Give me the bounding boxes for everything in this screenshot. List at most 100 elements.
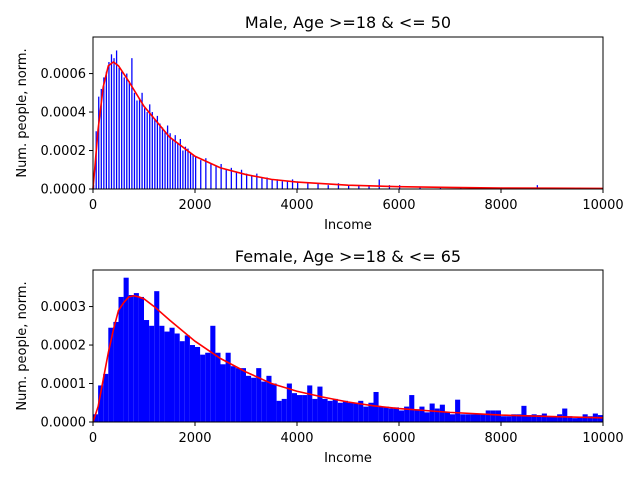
histogram-bar <box>348 402 354 422</box>
histogram-bar <box>480 413 486 422</box>
histogram-bar <box>251 175 253 189</box>
histogram-bar <box>151 112 153 189</box>
histogram-bar <box>266 375 272 422</box>
histogram-bar <box>195 156 197 189</box>
histogram-bar <box>506 416 512 422</box>
histogram-bar <box>419 187 421 189</box>
y-tick-label: 0.0002 <box>41 144 87 159</box>
histogram-bar <box>485 410 491 422</box>
histogram-bar <box>177 142 179 189</box>
axes-frame <box>92 36 604 190</box>
histogram-bar <box>490 410 496 422</box>
histogram-bar <box>164 131 166 189</box>
fit-curve <box>92 61 604 190</box>
histogram-bar <box>131 58 133 190</box>
histogram-bar <box>235 171 238 189</box>
histogram-bar <box>501 416 507 422</box>
x-axis-ticks: 0 2000 4000 6000 8000 10000 <box>89 422 624 446</box>
histogram-bar <box>286 181 289 189</box>
histogram-bar <box>363 406 369 422</box>
x-tick-label: 0 <box>89 198 97 213</box>
histogram-bar <box>378 179 380 189</box>
histogram-bar <box>128 295 134 422</box>
histogram-bar <box>179 341 185 422</box>
histogram-bar <box>271 383 277 422</box>
histogram-bar <box>210 163 212 189</box>
histogram-bar <box>138 296 144 422</box>
histogram-bar <box>587 416 593 422</box>
x-tick-label: 6000 <box>382 198 415 213</box>
x-tick-label: 10000 <box>582 431 623 446</box>
histogram-bar <box>450 414 456 422</box>
histogram-bar <box>174 135 176 189</box>
histogram-bar <box>434 408 440 422</box>
histogram-bar <box>105 71 108 189</box>
histogram-bar <box>317 386 323 422</box>
histogram-bar <box>189 345 195 422</box>
x-tick-label: 2000 <box>178 431 211 446</box>
histogram-bar <box>138 98 141 189</box>
histogram-bar <box>307 385 313 422</box>
histogram-bar <box>144 320 150 422</box>
histogram-bar <box>225 169 227 189</box>
y-axis-ticks: 0.0000 0.0002 0.0004 0.0006 <box>41 67 93 198</box>
histogram-bar <box>271 179 273 189</box>
histogram-bar <box>597 415 603 422</box>
histogram-bar <box>189 152 192 189</box>
histogram-bar <box>215 165 217 189</box>
histogram-bar <box>100 88 102 189</box>
histogram-bar <box>567 416 573 422</box>
histogram-bar <box>297 181 299 189</box>
histogram-bar <box>169 327 175 422</box>
x-axis-label: Income <box>324 451 372 466</box>
histogram-bar <box>404 406 410 422</box>
histogram-bar <box>235 368 241 422</box>
histogram-bar <box>156 115 159 189</box>
histogram-bar <box>419 406 425 422</box>
histogram-bar <box>526 415 532 422</box>
axes-frame <box>92 269 604 423</box>
histogram-bar <box>312 398 318 422</box>
histogram-bar <box>388 408 394 422</box>
y-tick-label: 0.0000 <box>41 416 87 431</box>
y-axis-label: Num. people, norm. <box>15 48 30 177</box>
histogram-bar <box>182 150 184 189</box>
histogram-bar <box>276 179 278 189</box>
x-tick-label: 10000 <box>582 198 623 213</box>
histogram-bar <box>286 383 292 422</box>
histogram-bar <box>521 405 527 422</box>
histogram-bar <box>557 414 563 422</box>
y-tick-label: 0.0000 <box>41 183 87 198</box>
histogram-bar <box>337 183 340 189</box>
histogram-bar <box>149 325 155 422</box>
histogram-bar <box>141 92 143 189</box>
histogram-bar <box>128 81 130 189</box>
histogram-bar <box>358 400 364 422</box>
y-tick-label: 0.0003 <box>41 300 87 315</box>
histogram-bar <box>577 417 583 422</box>
histogram-bar <box>220 163 222 189</box>
histogram-bar <box>215 352 221 422</box>
histogram-bar <box>210 325 216 422</box>
histogram-bar <box>184 335 190 422</box>
histogram-bar <box>358 185 360 189</box>
histogram-bar <box>409 395 415 422</box>
histogram-bar <box>164 331 170 422</box>
chart-female: Female, Age >=18 & <= 65 0 2000 4000 6000 80… <box>15 247 624 466</box>
histogram-bar <box>399 410 405 422</box>
histogram-bar <box>113 58 115 190</box>
histogram-bar <box>200 160 202 189</box>
histogram-bar <box>465 414 471 422</box>
histogram-bar <box>281 398 287 422</box>
histogram-bar <box>562 408 568 422</box>
histogram-bar <box>98 96 100 189</box>
histogram-bar <box>166 125 169 189</box>
histogram-bar <box>439 404 445 422</box>
histogram-bar <box>256 368 262 422</box>
histogram-bar <box>240 368 246 422</box>
x-tick-label: 6000 <box>382 431 415 446</box>
histogram-bar <box>511 414 517 422</box>
histogram-bar <box>455 399 461 422</box>
histogram-bar <box>368 185 370 189</box>
